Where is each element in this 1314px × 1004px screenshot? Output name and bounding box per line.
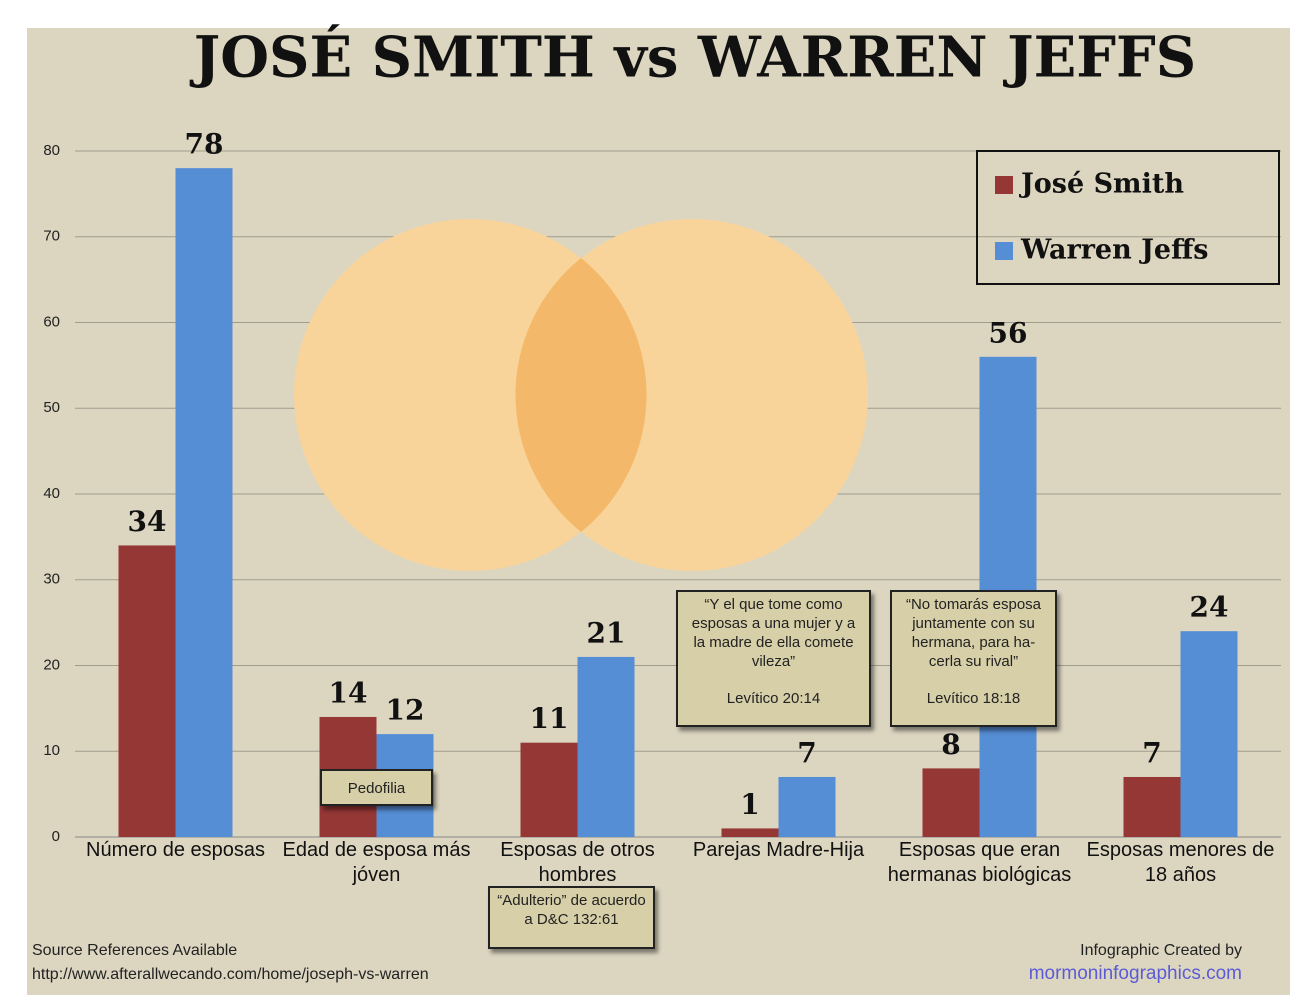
bar <box>722 828 779 837</box>
y-tick-label: 70 <box>43 228 60 245</box>
bar <box>578 657 635 837</box>
y-tick-label: 20 <box>43 656 60 673</box>
credit: Infographic Created by <box>1080 942 1242 960</box>
annotation-text: “No tomarás esposa juntamente con su her… <box>906 596 1041 670</box>
data-label: 7 <box>1142 736 1161 769</box>
annotation: “Adulterio” de acuerdo a D&C 132:61 <box>488 886 655 949</box>
bar <box>1124 777 1181 837</box>
x-tick-label: Número de esposas <box>78 838 274 863</box>
annotation-text: Pedofilia <box>348 780 406 797</box>
y-tick-label: 60 <box>43 313 60 330</box>
x-tick-label: Edad de esposa más jóven <box>279 838 475 888</box>
y-tick-label: 50 <box>43 399 60 416</box>
data-label: 24 <box>1190 591 1229 624</box>
data-label: 21 <box>587 616 626 649</box>
legend-label: José Smith <box>1019 169 1184 200</box>
legend-swatch <box>995 176 1013 194</box>
x-tick-label: Esposas que eran hermanas biológicas <box>882 838 1078 888</box>
chart-title: JOSÉ SMITH vs WARREN JEFFS <box>189 24 1197 91</box>
y-tick-label: 40 <box>43 485 60 502</box>
source-note: Source References Available <box>32 942 237 960</box>
data-label: 78 <box>185 128 224 161</box>
data-label: 8 <box>941 728 960 761</box>
data-label: 7 <box>797 736 816 769</box>
data-label: 11 <box>530 702 569 735</box>
annotation: “Y el que tome como esposas a una mujer … <box>676 590 871 727</box>
annotation-ref: Levítico 20:14 <box>684 689 863 708</box>
bar <box>176 168 233 837</box>
data-label: 56 <box>989 316 1028 349</box>
bar <box>779 777 836 837</box>
x-tick-label: Esposas menores de 18 años <box>1083 838 1279 888</box>
y-tick-label: 80 <box>43 142 60 159</box>
bar <box>923 768 980 837</box>
annotation-ref: Levítico 18:18 <box>898 689 1049 708</box>
annotation-text: “Y el que tome como esposas a una mujer … <box>692 596 855 670</box>
credit-site: mormoninfographics.com <box>1029 963 1242 985</box>
y-tick-label: 30 <box>43 571 60 588</box>
annotation: Pedofilia <box>320 769 433 806</box>
data-label: 1 <box>740 788 759 821</box>
x-tick-label: Parejas Madre-Hija <box>681 838 877 863</box>
data-label: 34 <box>128 505 167 538</box>
bar <box>521 743 578 837</box>
annotation-text: “Adulterio” de acuerdo a D&C 132:61 <box>497 892 645 928</box>
infographic: JOSÉ SMITH vs WARREN JEFFS 0 10 20 30 40 50 60… <box>0 0 1314 1004</box>
annotation: “No tomarás esposa juntamente con su her… <box>890 590 1057 727</box>
y-tick-label: 0 <box>52 828 60 845</box>
data-label: 14 <box>329 676 368 709</box>
bar <box>119 545 176 837</box>
x-tick-label: Esposas de otros hombres <box>480 838 676 888</box>
bar <box>1181 631 1238 837</box>
data-label: 12 <box>386 694 425 727</box>
legend-swatch <box>995 242 1013 260</box>
legend-label: Warren Jeffs <box>1020 235 1208 266</box>
source-url: http://www.afterallwecando.com/home/jose… <box>32 966 429 984</box>
y-tick-label: 10 <box>43 742 60 759</box>
